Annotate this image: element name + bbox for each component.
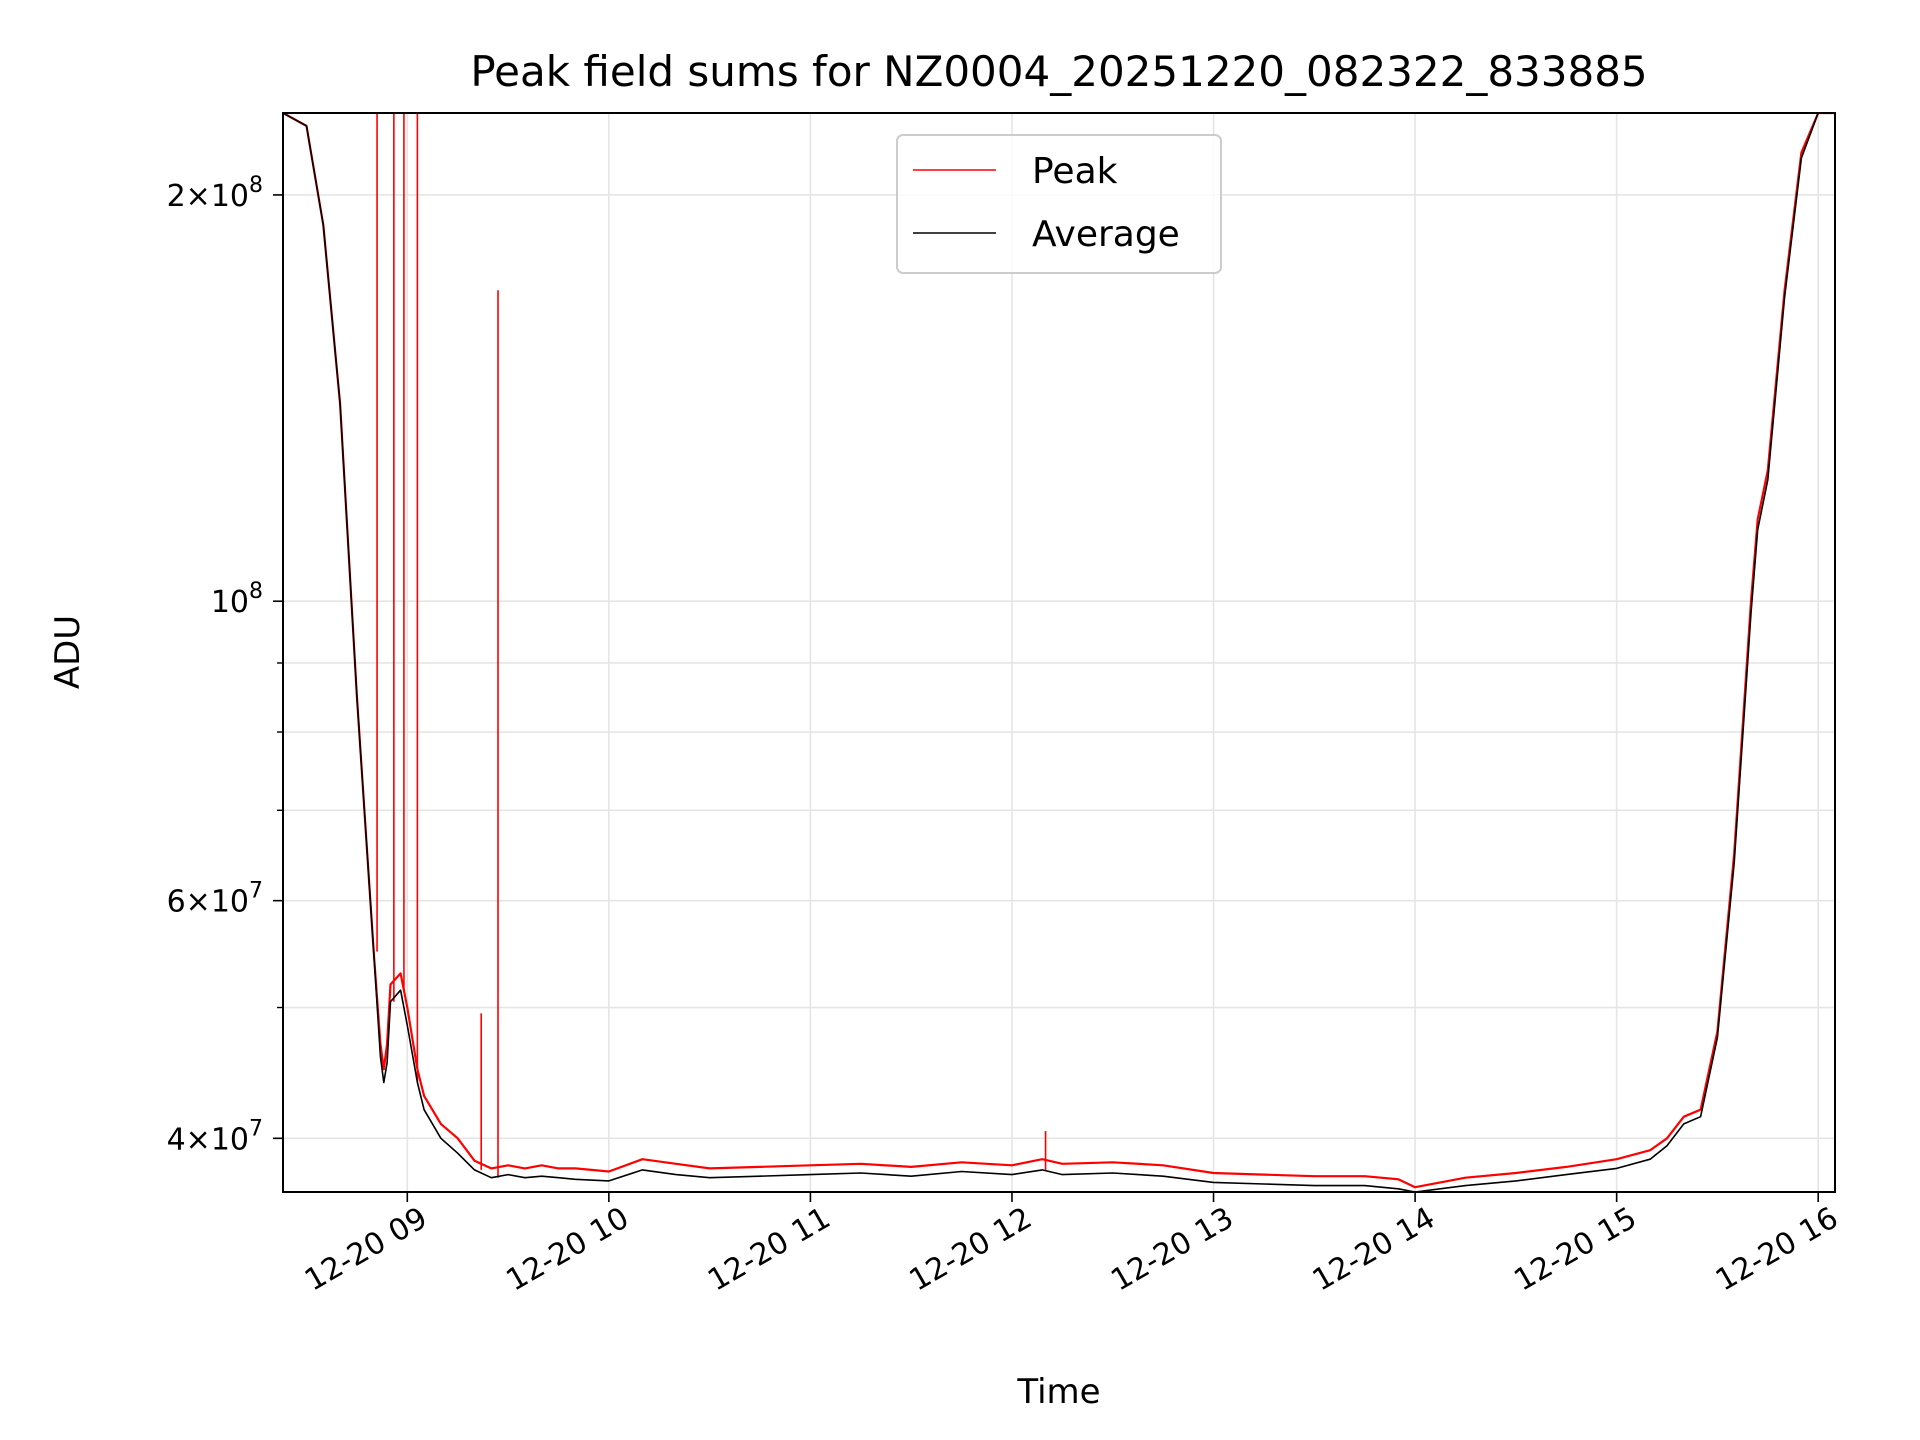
y-axis-label: ADU [48,615,88,689]
grid [283,113,1835,1192]
series-line-average [283,113,1835,1192]
plot-area [283,113,1835,1192]
y-tick-label: 108 [211,579,263,620]
y-tick-label: 4×107 [167,1116,263,1157]
x-axis-label: Time [1016,1372,1100,1412]
legend: Peak Average [896,134,1222,274]
y-tick-label: 2×108 [167,173,263,214]
chart-title: Peak field sums for NZ0004_20251220_0823… [470,47,1647,96]
y-tick-label: 6×107 [167,879,263,920]
legend-label-average: Average [1032,214,1180,255]
legend-label-peak: Peak [1032,151,1118,192]
plot-frame [282,112,1836,1193]
series-line-peak [283,113,1835,1189]
y-axis: 4×107 6×107 108 2×108 [167,173,283,1157]
